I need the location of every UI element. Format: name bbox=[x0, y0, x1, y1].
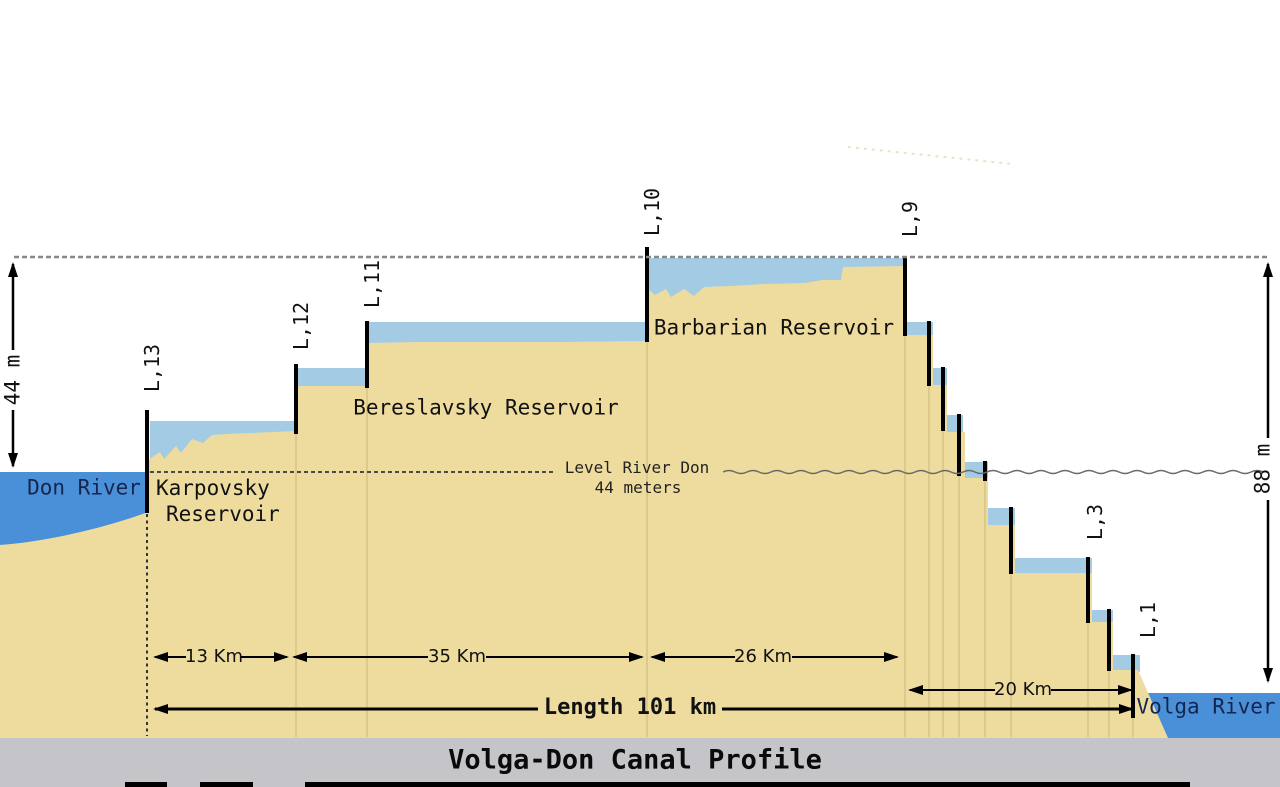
lock-trace-lines bbox=[295, 336, 1134, 737]
pool-l3 bbox=[1015, 558, 1092, 575]
pool-step4 bbox=[988, 508, 1015, 528]
pool-step8 bbox=[905, 322, 933, 338]
lock-9-label: L,9 bbox=[898, 200, 922, 238]
volga-river-label: Volga River bbox=[1136, 694, 1276, 719]
bereslavsky-reservoir-label: Bereslavsky Reservoir bbox=[353, 395, 619, 420]
lock-gate-11 bbox=[365, 321, 369, 388]
don-river-label: Don River bbox=[27, 475, 141, 500]
lock-gate-8 bbox=[927, 321, 931, 386]
lock-gate-3 bbox=[1086, 557, 1090, 623]
pool-step5 bbox=[963, 462, 988, 480]
lock-12-label: L,12 bbox=[289, 301, 313, 351]
lock-gate-4 bbox=[1009, 507, 1013, 574]
karpovsky-reservoir-label-line1: Karpovsky bbox=[156, 476, 270, 500]
lock-gate-10 bbox=[645, 247, 649, 342]
faint-dotted-line bbox=[847, 146, 1013, 165]
lock-gate-9 bbox=[903, 257, 907, 336]
lock-gate-13 bbox=[145, 410, 149, 513]
terrain bbox=[0, 266, 1168, 738]
lock-gate-5 bbox=[983, 461, 987, 481]
distance-26km-label: 26 Km bbox=[734, 646, 792, 667]
height-88m-label: 88 m bbox=[1250, 443, 1275, 495]
lock-gate-2 bbox=[1107, 609, 1111, 671]
lock-gate-6 bbox=[957, 414, 961, 476]
bottom-edge-remnants bbox=[125, 782, 1190, 787]
lock-gate-7 bbox=[941, 367, 945, 431]
don-level-value: 44 meters bbox=[594, 478, 682, 497]
total-length-label: Length 101 km bbox=[543, 695, 717, 720]
don-level-line-wavy bbox=[722, 469, 1264, 475]
barbarian-reservoir-label: Barbarian Reservoir bbox=[653, 315, 895, 340]
don-level-title: Level River Don bbox=[564, 458, 710, 477]
diagram-title: Volga-Don Canal Profile bbox=[448, 744, 822, 776]
lock-gate-1 bbox=[1131, 654, 1135, 718]
lock-gates bbox=[145, 247, 1135, 718]
lock-11-label: L,11 bbox=[360, 259, 384, 309]
distance-13km-label: 13 Km bbox=[185, 646, 243, 667]
lock-10-label: L,10 bbox=[640, 187, 664, 237]
distance-20km-label: 20 Km bbox=[994, 679, 1052, 700]
lock-3-label: L,3 bbox=[1083, 503, 1107, 541]
lock-13-label: L,13 bbox=[140, 343, 164, 393]
distance-35km-label: 35 Km bbox=[428, 646, 486, 667]
height-44m-label: 44 m bbox=[0, 354, 25, 406]
lock-gate-12 bbox=[294, 364, 298, 434]
lock-1-label: L,1 bbox=[1136, 601, 1160, 639]
pool-l1 bbox=[1113, 655, 1140, 672]
karpovsky-reservoir-label-line2: Reservoir bbox=[166, 502, 280, 526]
footer-bar bbox=[0, 738, 1280, 787]
